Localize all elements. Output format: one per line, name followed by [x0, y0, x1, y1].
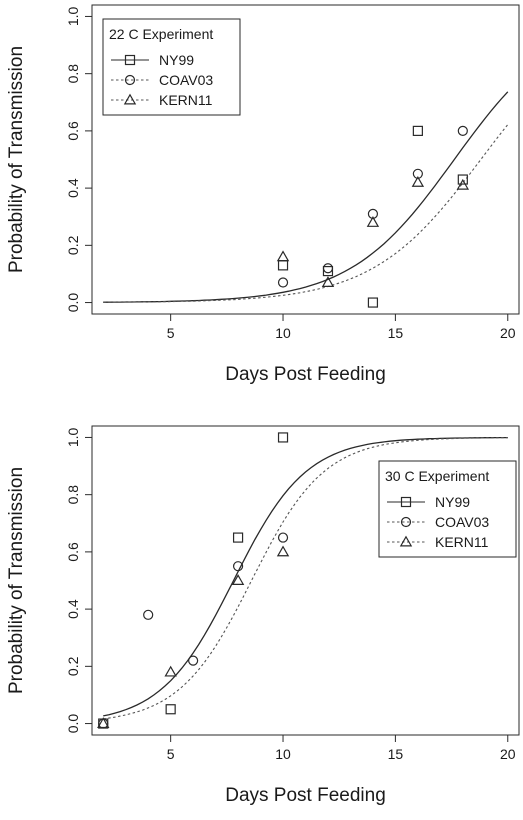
data-point-coav03 — [322, 263, 334, 274]
x-tick-label: 15 — [388, 746, 404, 762]
legend-marker-kern11 — [399, 535, 413, 547]
data-point-ny99 — [457, 174, 468, 185]
legend-label-kern11: KERN11 — [435, 534, 489, 550]
legend-title: 22 C Experiment — [109, 26, 213, 42]
data-point-kern11 — [366, 216, 380, 227]
legend-marker-kern11 — [123, 93, 137, 105]
x-tick-label: 5 — [167, 746, 175, 762]
legend: 30 C Experiment NY99 COAV03 KERN11 — [378, 460, 517, 558]
data-point-kern11 — [411, 176, 425, 187]
legend-title: 30 C Experiment — [385, 468, 489, 484]
data-point-ny99 — [277, 432, 289, 443]
data-point-kern11 — [231, 574, 245, 585]
fit-curve-coav03 — [103, 124, 509, 303]
y-tick-label: 0.4 — [65, 178, 81, 198]
x-tick-label: 10 — [275, 325, 291, 341]
x-tick-label: 20 — [500, 325, 516, 341]
legend-marker-coav03 — [400, 516, 412, 528]
y-tick-label: 1.0 — [65, 7, 81, 27]
legend-marker-ny99 — [400, 496, 412, 508]
data-point-coav03 — [277, 532, 289, 543]
y-tick-label: 0.2 — [65, 656, 81, 676]
y-tick-label: 0.0 — [65, 714, 81, 734]
x-tick-label: 20 — [500, 746, 516, 762]
legend-label-coav03: COAV03 — [435, 514, 489, 530]
legend-label-ny99: NY99 — [435, 494, 470, 510]
data-point-coav03 — [277, 277, 289, 288]
x-tick-label: 15 — [388, 325, 404, 341]
data-point-kern11 — [276, 545, 290, 557]
data-point-kern11 — [456, 178, 470, 190]
legend-box — [102, 18, 241, 116]
legend-label-coav03: COAV03 — [159, 72, 213, 88]
x-axis-title: Days Post Feeding — [225, 364, 386, 385]
data-point-ny99 — [367, 297, 379, 308]
legend: 22 C Experiment NY99 COAV03 KERN11 — [102, 18, 241, 116]
y-tick-label: 1.0 — [65, 428, 81, 448]
y-tick-label: 0.0 — [65, 293, 81, 313]
chart-panel-1: 5 10 15 20 0.0 0.2 0.4 0.6 0.8 1.0 Days Post Feedi… — [6, 4, 520, 385]
y-tick-label: 0.6 — [65, 121, 81, 141]
data-point-kern11 — [276, 250, 290, 262]
data-point-coav03 — [457, 125, 468, 136]
data-point-kern11 — [321, 276, 335, 288]
legend-label-ny99: NY99 — [159, 52, 194, 68]
y-axis-title: Probability of Transmission — [6, 46, 27, 273]
x-axis-title: Days Post Feeding — [225, 785, 386, 806]
x-tick-label: 10 — [275, 746, 291, 762]
legend-label-kern11: KERN11 — [159, 92, 213, 108]
plot-frame — [91, 425, 520, 736]
legend-marker-ny99 — [124, 54, 136, 66]
y-axis-title: Probability of Transmission — [6, 467, 27, 694]
legend-box — [378, 460, 517, 558]
y-tick-label: 0.2 — [65, 235, 81, 255]
data-point-kern11 — [164, 665, 177, 677]
y-tick-label: 0.8 — [65, 485, 81, 505]
fit-curve-ny99 — [103, 91, 509, 303]
data-point-coav03 — [232, 561, 244, 572]
data-point-coav03 — [143, 609, 154, 620]
y-tick-label: 0.6 — [65, 542, 81, 562]
y-tick-label: 0.8 — [65, 64, 81, 84]
data-point-ny99 — [277, 260, 289, 271]
data-point-coav03 — [188, 655, 199, 666]
data-point-ny99 — [322, 265, 334, 277]
plot-frame — [91, 4, 520, 315]
data-point-ny99 — [165, 704, 176, 715]
x-tick-label: 5 — [167, 325, 175, 341]
fit-curve-ny99 — [103, 436, 508, 717]
data-point-ny99 — [412, 125, 423, 136]
y-tick-label: 0.4 — [65, 599, 81, 619]
legend-marker-coav03 — [124, 74, 136, 86]
data-point-kern11 — [97, 717, 110, 729]
fit-curve-coav03 — [103, 437, 508, 720]
chart-panel-2: 5 10 15 20 0.0 0.2 0.4 0.6 0.8 1.0 Days Post Feedi… — [6, 425, 520, 806]
data-point-ny99 — [232, 532, 244, 543]
